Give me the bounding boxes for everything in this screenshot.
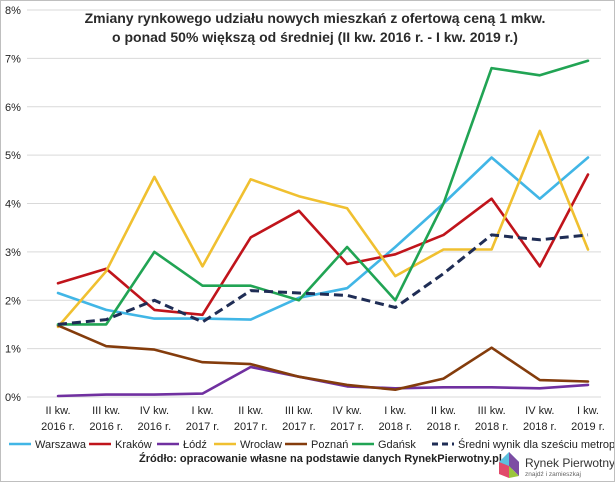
y-tick-label: 0%: [5, 392, 21, 404]
series-line-5: [56, 59, 590, 326]
chart-title-line-2: o ponad 50% większą od średniej (II kw. …: [112, 29, 518, 45]
logo-tagline: znajdź i zamieszkaj: [525, 471, 581, 478]
legend-item: Warszawa: [9, 439, 87, 451]
x-tick-label: I kw. 2018 r.: [378, 405, 412, 433]
y-tick-label: 8%: [5, 5, 21, 17]
legend: Warszawa Kraków Łódź Wrocław Poznań Gdańsk Śre…: [9, 438, 614, 451]
x-tick-label: II kw. 2016 r.: [41, 405, 75, 433]
y-tick-label: 1%: [5, 344, 21, 356]
y-tick-label: 3%: [5, 247, 21, 259]
x-tick-year: 2018 r.: [523, 421, 557, 433]
gridlines: [27, 9, 601, 398]
x-tick-quarter: III kw.: [285, 405, 313, 417]
brand-logo: Rynek Pierwotny znajdź i zamieszkaj: [499, 452, 614, 478]
x-tick-quarter: III kw.: [92, 405, 120, 417]
legend-label: Średni wynik dla sześciu metropolii: [458, 438, 614, 451]
x-tick-year: 2018 r.: [427, 421, 461, 433]
x-tick-year: 2018 r.: [378, 421, 412, 433]
y-tick-label: 6%: [5, 102, 21, 114]
chart-title: Zmiany rynkowego udziału nowych mieszkań…: [85, 10, 546, 45]
x-tick-quarter: II kw.: [431, 405, 456, 417]
y-tick-label: 2%: [5, 295, 21, 307]
x-axis: II kw. 2016 r. III kw. 2016 r. IV kw. 2016 r.…: [41, 405, 605, 433]
logo-icon: [499, 452, 519, 478]
legend-item: Średni wynik dla sześciu metropolii: [432, 438, 614, 451]
y-tick-label: 4%: [5, 199, 21, 211]
legend-label: Poznań: [311, 439, 348, 451]
x-tick-label: II kw. 2018 r.: [427, 405, 461, 433]
x-tick-year: 2017 r.: [282, 421, 316, 433]
x-tick-year: 2017 r.: [234, 421, 268, 433]
x-tick-label: IV kw. 2018 r.: [523, 405, 557, 433]
logo-name: Rynek Pierwotny: [525, 456, 614, 470]
x-tick-quarter: II kw.: [45, 405, 70, 417]
x-tick-label: IV kw. 2016 r.: [138, 405, 172, 433]
series-line-3: [56, 129, 590, 329]
x-tick-year: 2017 r.: [330, 421, 364, 433]
y-tick-label: 5%: [5, 150, 21, 162]
x-tick-year: 2016 r.: [89, 421, 123, 433]
y-axis: 0% 1% 2% 3% 4% 5% 6% 7% 8%: [5, 5, 21, 404]
source-note: Źródło: opracowanie własne na podstawie …: [139, 452, 502, 465]
x-tick-quarter: IV kw.: [140, 405, 169, 417]
legend-item: Kraków: [89, 439, 152, 451]
legend-label: Wrocław: [240, 439, 282, 451]
x-tick-label: III kw. 2016 r.: [89, 405, 123, 433]
x-tick-year: 2016 r.: [41, 421, 75, 433]
legend-label: Warszawa: [35, 439, 87, 451]
x-tick-year: 2016 r.: [138, 421, 172, 433]
x-tick-label: III kw. 2017 r.: [282, 405, 316, 433]
y-tick-label: 7%: [5, 53, 21, 65]
legend-item: Łódź: [157, 439, 207, 451]
series-line-6: [57, 233, 589, 326]
legend-label: Kraków: [115, 439, 152, 451]
x-tick-quarter: IV kw.: [332, 405, 361, 417]
x-tick-label: IV kw. 2017 r.: [330, 405, 364, 433]
x-tick-quarter: I kw.: [577, 405, 599, 417]
legend-label: Gdańsk: [378, 439, 416, 451]
chart-title-line-1: Zmiany rynkowego udziału nowych mieszkań…: [85, 10, 546, 26]
x-tick-year: 2017 r.: [186, 421, 220, 433]
x-tick-quarter: IV kw.: [525, 405, 554, 417]
x-tick-quarter: I kw.: [384, 405, 406, 417]
x-tick-label: I kw. 2019 r.: [571, 405, 605, 433]
x-tick-year: 2018 r.: [475, 421, 509, 433]
x-tick-quarter: III kw.: [478, 405, 506, 417]
x-tick-quarter: I kw.: [192, 405, 214, 417]
legend-item: Gdańsk: [352, 439, 416, 451]
x-tick-year: 2019 r.: [571, 421, 605, 433]
series-line-4: [56, 324, 590, 392]
x-tick-quarter: II kw.: [238, 405, 263, 417]
series-lines: [56, 59, 590, 398]
x-tick-label: II kw. 2017 r.: [234, 405, 268, 433]
legend-label: Łódź: [183, 439, 207, 451]
legend-item: Poznań: [285, 439, 348, 451]
legend-item: Wrocław: [214, 439, 282, 451]
x-tick-label: III kw. 2018 r.: [475, 405, 509, 433]
x-tick-label: I kw. 2017 r.: [186, 405, 220, 433]
